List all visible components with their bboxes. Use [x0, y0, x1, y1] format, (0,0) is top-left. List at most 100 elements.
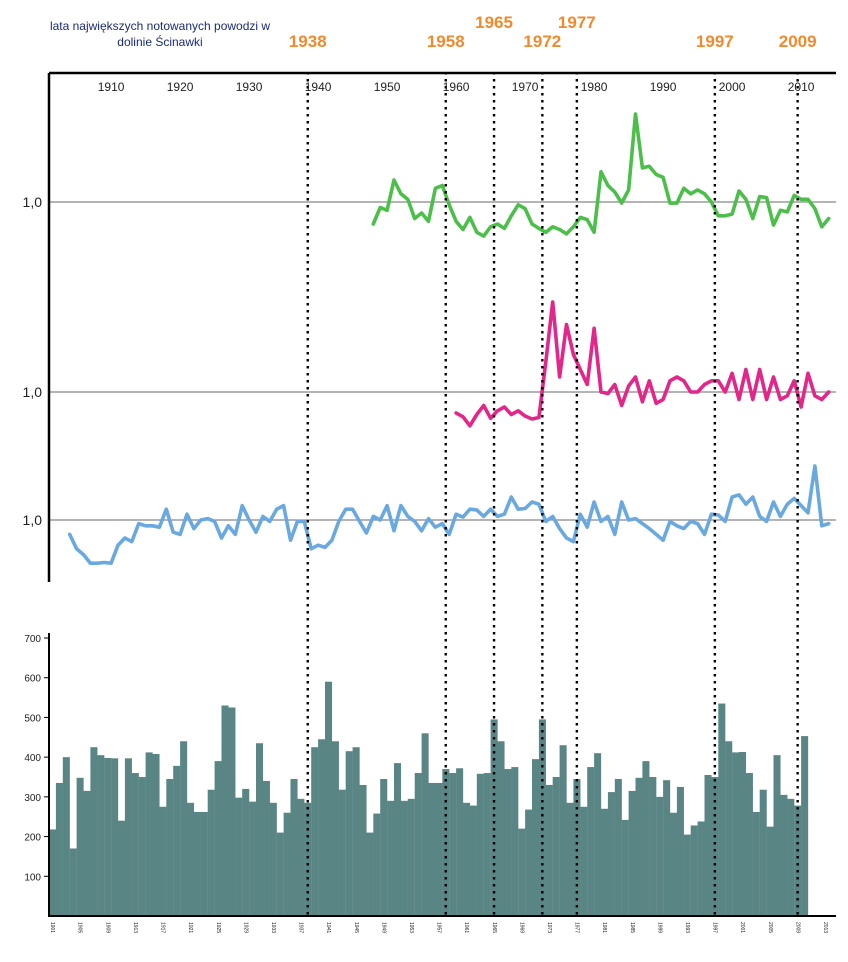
bar — [449, 773, 457, 916]
bar-y-tick-label: 600 — [24, 674, 41, 685]
decade-label: 1940 — [305, 80, 332, 94]
bar — [269, 802, 277, 916]
reference-label: 1,0 — [23, 194, 43, 210]
bar-year-label: 1929 — [242, 922, 248, 933]
bar — [193, 811, 201, 916]
series-line-magenta — [454, 300, 831, 428]
series-line-blue — [67, 464, 831, 566]
bar — [249, 801, 257, 916]
bar-year-label: 1933 — [270, 922, 276, 933]
bar — [62, 757, 70, 916]
bar-year-label: 1905 — [77, 922, 83, 933]
decade-label: 1950 — [374, 80, 401, 94]
bar-year-label: 2009 — [794, 922, 800, 933]
bar — [587, 767, 595, 916]
bar — [525, 809, 533, 916]
bar — [421, 733, 429, 916]
bar — [138, 777, 146, 916]
bar — [469, 805, 477, 916]
bar — [766, 826, 774, 916]
bar — [83, 790, 91, 916]
bar — [69, 848, 77, 916]
bar — [124, 758, 132, 916]
bar — [759, 789, 767, 916]
bar — [801, 736, 809, 916]
bar — [221, 705, 229, 916]
bar — [552, 777, 560, 916]
decade-label: 1910 — [98, 80, 125, 94]
bar-y-tick-label: 100 — [24, 872, 41, 883]
bar — [207, 789, 215, 916]
bar-year-label: 1961 — [463, 922, 469, 933]
bar — [511, 767, 519, 916]
bar-year-label: 1973 — [546, 922, 552, 933]
bar — [752, 811, 760, 916]
decade-label: 1930 — [236, 80, 263, 94]
bar — [676, 786, 684, 916]
bar-y-tick-label: 500 — [24, 713, 41, 724]
bar — [538, 719, 546, 916]
bar — [559, 745, 567, 916]
bar — [242, 788, 250, 916]
bar — [297, 798, 305, 916]
bar — [262, 780, 270, 916]
bar — [670, 812, 678, 916]
bar — [532, 759, 540, 916]
bar — [145, 752, 153, 916]
bar — [311, 747, 319, 916]
bar-year-label: 1953 — [408, 922, 414, 933]
bar — [345, 751, 353, 916]
flood-year-label: 1972 — [523, 32, 561, 51]
bar — [159, 806, 167, 916]
decade-label: 1990 — [650, 80, 677, 94]
bar — [614, 778, 622, 916]
bar — [725, 741, 733, 916]
bar-year-label: 1977 — [574, 922, 580, 933]
bar-y-tick-label: 300 — [24, 793, 41, 804]
bar — [607, 792, 615, 916]
bar — [642, 761, 650, 916]
bar — [76, 777, 84, 916]
bar — [111, 758, 119, 916]
bar — [518, 828, 526, 916]
bar — [580, 806, 588, 916]
bar — [573, 778, 581, 916]
bar — [228, 707, 236, 916]
bar-year-label: 2013 — [822, 922, 828, 933]
bar-y-tick-label: 700 — [24, 634, 41, 645]
bar-year-label: 1901 — [49, 922, 55, 933]
bar-year-label: 1925 — [215, 922, 221, 933]
bar — [97, 755, 105, 916]
flood-year-label: 1965 — [475, 13, 513, 32]
bar — [732, 752, 740, 916]
bar — [304, 802, 312, 916]
bar — [331, 741, 339, 916]
bar — [718, 703, 726, 916]
bar-year-label: 1913 — [132, 922, 138, 933]
bar — [200, 811, 208, 916]
bar — [683, 834, 691, 916]
decade-label: 2010 — [788, 80, 815, 94]
bar — [318, 739, 326, 916]
bar-year-label: 1909 — [104, 922, 110, 933]
bar — [104, 757, 112, 916]
bar — [794, 805, 802, 916]
reference-label: 1,0 — [23, 384, 43, 400]
bar — [545, 784, 553, 916]
bar — [483, 773, 491, 916]
bar — [55, 782, 63, 916]
bar — [656, 796, 664, 916]
bar — [739, 751, 747, 916]
bar — [787, 798, 795, 916]
bar-year-label: 1965 — [491, 922, 497, 933]
bar — [366, 832, 374, 916]
bar — [745, 773, 753, 916]
bar — [400, 800, 408, 916]
bar — [118, 820, 126, 916]
bar — [435, 782, 443, 916]
bar — [476, 773, 484, 916]
bar — [394, 763, 402, 916]
bar-year-label: 1937 — [297, 922, 303, 933]
bar-year-label: 1989 — [656, 922, 662, 933]
